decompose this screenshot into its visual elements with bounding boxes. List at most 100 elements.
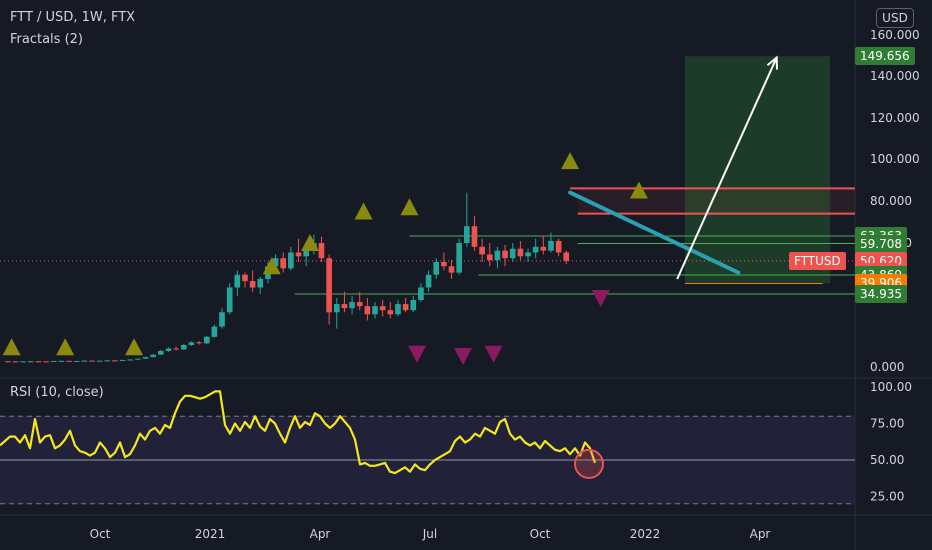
candle [150, 354, 156, 358]
candle-body [555, 240, 562, 253]
candle-body [288, 252, 294, 269]
candle-body [410, 300, 417, 311]
candle-body [173, 348, 179, 350]
candle [548, 232, 554, 253]
candle [486, 243, 493, 267]
candle [81, 360, 88, 362]
fractal-up-marker [354, 202, 373, 220]
fractal-up-marker [125, 338, 144, 356]
time-tick-label: Oct [90, 527, 111, 541]
candle-body [35, 361, 42, 363]
fractal-down-marker [591, 289, 610, 307]
candle-body [96, 360, 103, 362]
candle [563, 250, 570, 265]
candle-body [441, 262, 447, 267]
candle-body [456, 243, 462, 273]
candle-body [150, 354, 156, 358]
candle-body [203, 336, 210, 344]
price-tick-label: 80.000 [870, 194, 912, 208]
rsi-line [0, 390, 597, 475]
candle [203, 335, 210, 344]
candle-body [188, 342, 195, 345]
projection-arrow [676, 57, 778, 280]
candle [326, 254, 332, 325]
candle-body [249, 281, 256, 288]
fractal-up-marker [56, 338, 75, 356]
candle [441, 252, 447, 271]
price-tick-label: 120.000 [870, 111, 920, 125]
rsi-tick-label: 50.00 [870, 453, 904, 467]
candle [509, 243, 516, 262]
rsi-highlight-fill [576, 450, 602, 477]
candle-body [333, 304, 340, 313]
candle [387, 302, 394, 319]
candle [502, 244, 508, 267]
candle [418, 283, 424, 303]
candle [142, 356, 149, 359]
candle [517, 240, 524, 261]
candle-body [196, 342, 202, 344]
candle-body [272, 258, 279, 267]
candle-body [486, 254, 493, 261]
currency-button[interactable]: USD [876, 8, 914, 28]
candle [135, 358, 141, 360]
fractal-up-marker [262, 257, 281, 275]
candle-body [326, 258, 332, 313]
candle-body [27, 361, 34, 363]
candle-body [127, 359, 134, 361]
candle-body [433, 262, 440, 275]
candle-body [448, 266, 455, 273]
candle-body [509, 248, 516, 259]
candle-body [402, 304, 409, 311]
candle [525, 248, 531, 262]
candle-body [318, 243, 325, 259]
candle-body [58, 360, 65, 362]
candle-body [12, 361, 19, 363]
fractal-up-marker [629, 181, 648, 199]
candle [58, 360, 65, 362]
candle-body [479, 246, 485, 255]
candle-body [280, 258, 287, 269]
candle-body [158, 350, 164, 355]
candle-body [372, 306, 378, 315]
time-tick-label: Oct [530, 527, 551, 541]
candle [448, 260, 455, 279]
candle-body [502, 250, 508, 259]
candle-body [211, 326, 218, 337]
candle-body [104, 360, 111, 362]
price-tick-label: 160.000 [870, 28, 920, 42]
rsi-highlight-circle [574, 448, 604, 479]
candle-body [387, 310, 394, 315]
candle [349, 295, 355, 315]
candle-body [257, 278, 264, 288]
price-tick-label: 100.000 [870, 152, 920, 166]
fractal-down-marker [454, 348, 472, 365]
candle [425, 270, 432, 292]
rsi-tick-label: 100.00 [870, 380, 912, 394]
candle [540, 236, 547, 255]
candle-body [119, 359, 126, 361]
candle-body [142, 357, 149, 359]
candle [50, 360, 57, 363]
candle [226, 283, 233, 315]
candle-body [234, 274, 241, 288]
candle [20, 361, 26, 363]
trendline [568, 190, 741, 275]
candle-body [356, 302, 363, 307]
candle [257, 276, 264, 294]
candle [173, 346, 179, 351]
candle-body [219, 312, 225, 327]
candle-body [112, 360, 118, 362]
fractal-up-marker [301, 234, 319, 251]
candle [66, 360, 72, 362]
candle [35, 361, 42, 363]
candle [364, 297, 371, 321]
symbol-title: FTT / USD, 1W, FTX [10, 10, 136, 25]
time-tick-label: Jul [422, 527, 437, 541]
candle-body [180, 345, 187, 350]
candle [295, 238, 302, 262]
candle [280, 252, 287, 273]
candle-body [242, 274, 248, 282]
candle-body [548, 240, 554, 251]
